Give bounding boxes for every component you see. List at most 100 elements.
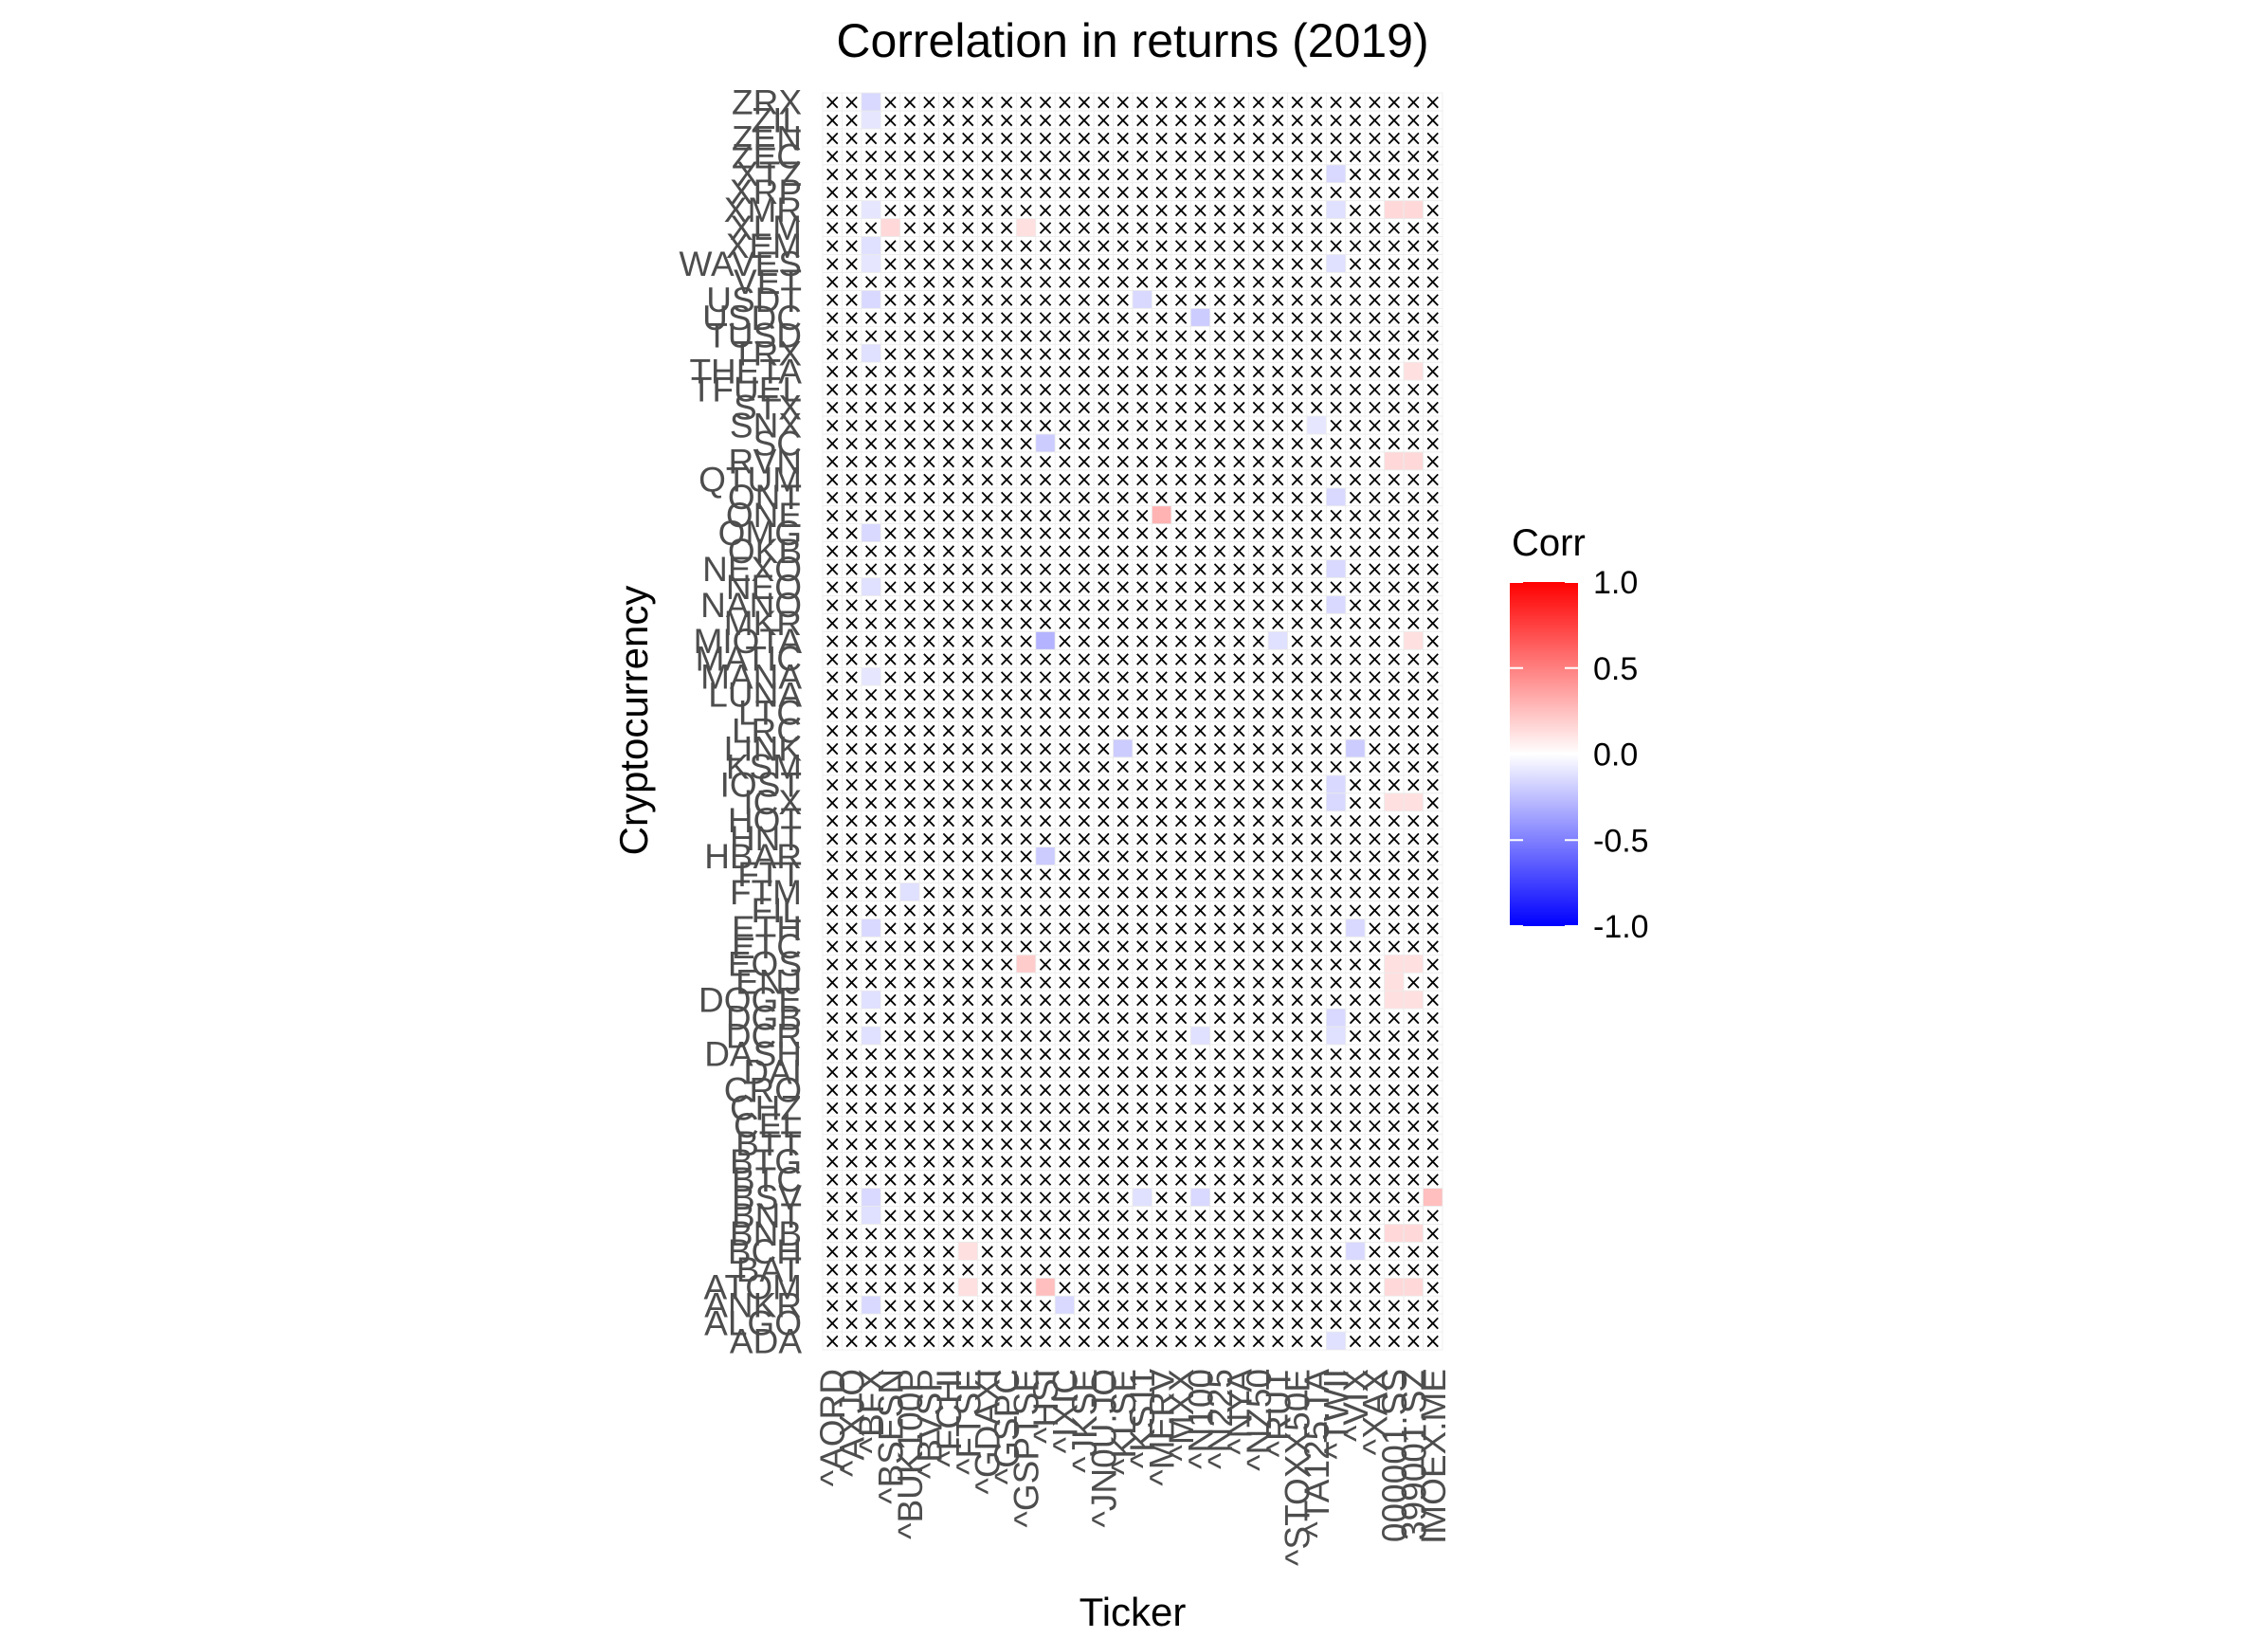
insignificant-cross-mark: × <box>1076 1330 1093 1354</box>
insignificant-cross-mark: × <box>1327 1169 1344 1192</box>
insignificant-cross-mark: × <box>1308 1133 1325 1156</box>
insignificant-cross-mark: × <box>1037 1133 1054 1156</box>
insignificant-cross-mark: × <box>1076 1294 1093 1318</box>
insignificant-cross-mark: × <box>881 91 898 115</box>
insignificant-cross-mark: × <box>1153 1276 1170 1300</box>
insignificant-cross-mark: × <box>881 1169 898 1192</box>
insignificant-cross-mark: × <box>1289 1169 1306 1192</box>
insignificant-cross-mark: × <box>1076 1133 1093 1156</box>
insignificant-cross-mark: × <box>1211 1151 1228 1174</box>
insignificant-cross-mark: × <box>862 1133 880 1156</box>
insignificant-cross-mark: × <box>1017 1169 1034 1192</box>
insignificant-cross-mark: × <box>1366 1312 1383 1336</box>
insignificant-cross-mark: × <box>844 1276 861 1300</box>
insignificant-cross-mark: × <box>1366 1205 1383 1228</box>
insignificant-cross-mark: × <box>1211 1294 1228 1318</box>
insignificant-cross-mark: × <box>1211 1330 1228 1354</box>
insignificant-cross-mark: × <box>1230 1187 1247 1210</box>
insignificant-cross-mark: × <box>1347 1115 1364 1138</box>
insignificant-cross-mark: × <box>1076 1097 1093 1120</box>
insignificant-cross-mark: × <box>1056 1169 1073 1192</box>
insignificant-cross-mark: × <box>1115 1330 1132 1354</box>
insignificant-cross-mark: × <box>1076 1276 1093 1300</box>
insignificant-cross-mark: × <box>1366 1294 1383 1318</box>
insignificant-cross-mark: × <box>1115 1205 1132 1228</box>
insignificant-cross-mark: × <box>1308 1258 1325 1282</box>
insignificant-cross-mark: × <box>1269 1330 1286 1354</box>
insignificant-cross-mark: × <box>1115 755 1132 779</box>
insignificant-cross-mark: × <box>1327 1258 1344 1282</box>
insignificant-cross-mark: × <box>1347 1223 1364 1247</box>
insignificant-cross-mark: × <box>1191 91 1208 115</box>
insignificant-cross-mark: × <box>844 91 861 115</box>
heatmap-cell <box>861 1206 881 1225</box>
insignificant-cross-mark: × <box>959 1312 976 1336</box>
insignificant-cross-mark: × <box>1308 1330 1325 1354</box>
insignificant-cross-mark: × <box>1347 1276 1364 1300</box>
insignificant-cross-mark: × <box>1172 1294 1189 1318</box>
insignificant-cross-mark: × <box>901 1312 918 1336</box>
insignificant-cross-mark: × <box>1095 1115 1112 1138</box>
insignificant-cross-mark: × <box>959 1151 976 1174</box>
insignificant-cross-mark: × <box>998 1276 1015 1300</box>
insignificant-cross-mark: × <box>1250 1276 1267 1300</box>
insignificant-cross-mark: × <box>1289 1294 1306 1318</box>
insignificant-cross-mark: × <box>1327 1276 1344 1300</box>
insignificant-cross-mark: × <box>1424 1223 1442 1247</box>
insignificant-cross-mark: × <box>1153 1258 1170 1282</box>
insignificant-cross-mark: × <box>1366 1187 1383 1210</box>
insignificant-cross-mark: × <box>1405 468 1422 492</box>
insignificant-cross-mark: × <box>1172 1115 1189 1138</box>
insignificant-cross-mark: × <box>881 1223 898 1247</box>
insignificant-cross-mark: × <box>1172 1097 1189 1120</box>
insignificant-cross-mark: × <box>1347 91 1364 115</box>
insignificant-cross-mark: × <box>959 1115 976 1138</box>
insignificant-cross-mark: × <box>1153 1294 1170 1318</box>
insignificant-cross-mark: × <box>1327 217 1344 241</box>
insignificant-cross-mark: × <box>1386 1169 1403 1192</box>
insignificant-cross-mark: × <box>1269 1312 1286 1336</box>
heatmap-cell <box>861 92 881 112</box>
insignificant-cross-mark: × <box>1250 1151 1267 1174</box>
insignificant-cross-mark: × <box>1327 1240 1344 1264</box>
insignificant-cross-mark: × <box>1095 1223 1112 1247</box>
insignificant-cross-mark: × <box>862 540 880 564</box>
insignificant-cross-mark: × <box>959 1133 976 1156</box>
insignificant-cross-mark: × <box>1424 1205 1442 1228</box>
heatmap-cell <box>1325 1026 1347 1046</box>
insignificant-cross-mark: × <box>1153 91 1170 115</box>
insignificant-cross-mark: × <box>1211 1223 1228 1247</box>
insignificant-cross-mark: × <box>901 1169 918 1192</box>
insignificant-cross-mark: × <box>1405 971 1422 994</box>
insignificant-cross-mark: × <box>1347 935 1364 958</box>
insignificant-cross-mark: × <box>1037 1187 1054 1210</box>
insignificant-cross-mark: × <box>862 1312 880 1336</box>
insignificant-cross-mark: × <box>1250 1187 1267 1210</box>
insignificant-cross-mark: × <box>1172 1258 1189 1282</box>
insignificant-cross-mark: × <box>1327 1151 1344 1174</box>
insignificant-cross-mark: × <box>998 1151 1015 1174</box>
insignificant-cross-mark: × <box>1056 1330 1073 1354</box>
insignificant-cross-mark: × <box>824 1133 841 1156</box>
insignificant-cross-mark: × <box>940 1115 957 1138</box>
insignificant-cross-mark: × <box>1095 1276 1112 1300</box>
insignificant-cross-mark: × <box>1037 450 1054 474</box>
insignificant-cross-mark: × <box>1308 1205 1325 1228</box>
heatmap-grid: × × × × × × × × × × × × × × × × × × × × × × × × × × × × × × ×× × × × × × × × ×… <box>822 91 1443 1354</box>
insignificant-cross-mark: × <box>920 1330 937 1354</box>
insignificant-cross-mark: × <box>1134 1169 1151 1192</box>
insignificant-cross-mark: × <box>1056 1133 1073 1156</box>
insignificant-cross-mark: × <box>1327 504 1344 528</box>
insignificant-cross-mark: × <box>1037 1205 1054 1228</box>
insignificant-cross-mark: × <box>844 1187 861 1210</box>
insignificant-cross-mark: × <box>1017 91 1034 115</box>
insignificant-cross-mark: × <box>1095 1097 1112 1120</box>
insignificant-cross-mark: × <box>1405 1205 1422 1228</box>
insignificant-cross-mark: × <box>1308 1169 1325 1192</box>
insignificant-cross-mark: × <box>1134 1258 1151 1282</box>
insignificant-cross-mark: × <box>1037 1312 1054 1336</box>
insignificant-cross-mark: × <box>862 306 880 330</box>
insignificant-cross-mark: × <box>824 1312 841 1336</box>
insignificant-cross-mark: × <box>1366 1276 1383 1300</box>
insignificant-cross-mark: × <box>920 1187 937 1210</box>
